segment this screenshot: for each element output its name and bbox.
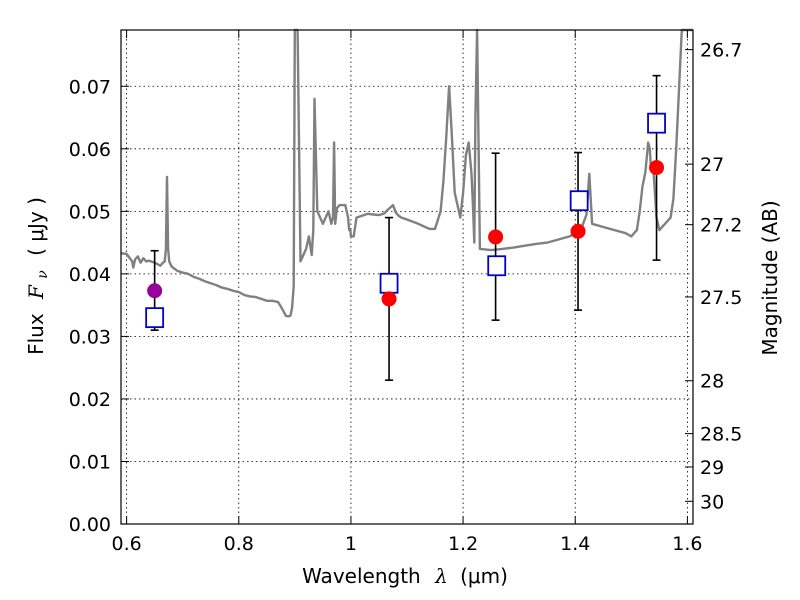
observed-point [147,283,163,299]
x-axis-label-symbol: λ [434,564,448,588]
magnitude-tick-label: 27.2 [700,215,742,237]
y-tick-label: 0.01 [69,451,111,473]
model-photometry-square [379,272,399,294]
y-tick-label: 0.05 [69,201,111,223]
observed-point [649,160,665,176]
observed-point [381,291,397,307]
model-photometry-square [487,255,507,277]
model-photometry-layer [145,112,666,329]
x-tick-label: 1.6 [672,533,702,555]
y-axis-label-unit: ( μJy ) [24,197,48,256]
grid-lines [121,30,693,524]
magnitude-tick-label: 27.5 [700,287,742,309]
x-tick-label: 0.6 [111,533,141,555]
y-tick-label: 0.02 [69,389,111,411]
y-tick-label: 0.03 [69,326,111,348]
axis-ticks: 0.6 0.8 1 1.2 1.4 1.6 0.00 0.01 0.02 0.03 0.04 0.05… [69,30,742,555]
y-axis-label-text: Flux [24,313,48,355]
y-tick-label: 0.04 [69,264,111,286]
x-axis-label: Wavelength λ (μm) [302,564,508,588]
magnitude-axis-label: Magnitude (AB) [758,200,782,355]
magnitude-tick-label: 26.7 [700,40,742,62]
observed-point [488,229,504,245]
model-photometry-square [569,190,589,212]
x-tick-label: 1.2 [448,533,478,555]
x-axis-label-text: Wavelength [302,564,421,588]
model-photometry-square [145,307,165,329]
y-axis-label-symbol: F [24,284,48,300]
magnitude-tick-label: 28 [700,371,724,393]
y-axis-label-subscript: ν [35,270,51,279]
model-spectrum-layer [120,28,693,318]
magnitude-tick-label: 29 [700,457,724,479]
model-spectrum-line [120,28,693,318]
plot-frame [120,29,694,525]
y-tick-label: 0.06 [69,139,111,161]
observed-photometry-layer [147,160,665,307]
magnitude-tick-label: 30 [700,491,724,513]
y-tick-label: 0.07 [69,76,111,98]
y-axis-label: Flux F ν ( μJy ) [24,197,52,355]
y-tick-label: 0.00 [69,514,111,536]
x-tick-label: 1 [345,533,357,555]
magnitude-tick-label: 28.5 [700,424,742,446]
magnitude-tick-label: 27 [700,154,724,176]
model-photometry-square [647,112,666,134]
observed-point [570,223,586,239]
x-tick-label: 1.4 [560,533,590,555]
x-axis-label-unit: (μm) [460,564,508,588]
x-tick-label: 0.8 [224,533,254,555]
